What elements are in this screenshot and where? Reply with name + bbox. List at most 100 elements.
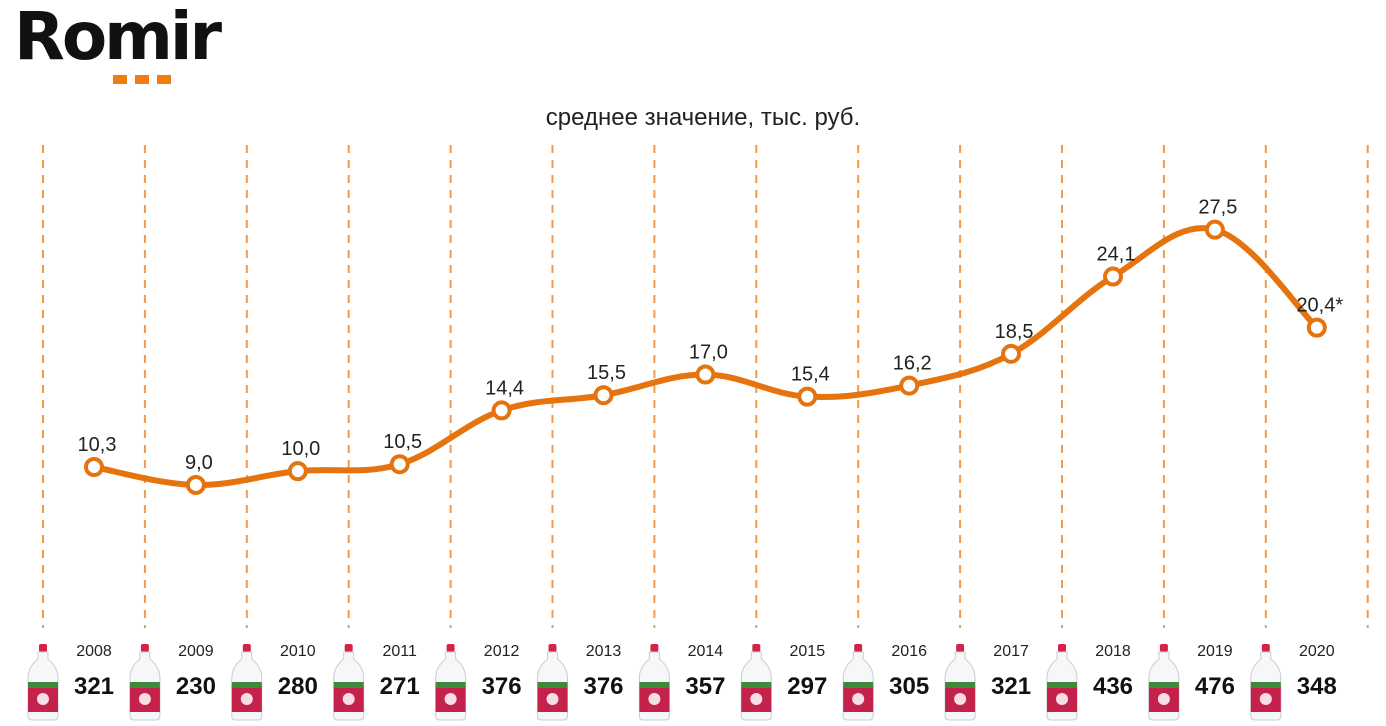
bottle-emblem [240, 693, 253, 705]
data-point [593, 385, 614, 406]
year-label: 2012 [484, 643, 520, 660]
bottle-leaf [639, 682, 670, 688]
bottle-cap [956, 644, 965, 652]
data-point [491, 400, 512, 421]
bottle-count: 230 [176, 673, 216, 700]
bottle-count: 271 [380, 673, 420, 700]
data-point [389, 454, 410, 475]
bottle-emblem [954, 693, 967, 705]
value-label: 14,4 [485, 377, 524, 399]
milk-bottle-icon [1046, 644, 1078, 721]
year-label: 2019 [1197, 643, 1233, 660]
bottle-leaf [333, 682, 364, 688]
value-label: 15,4 [791, 364, 830, 386]
bottle-count: 436 [1093, 673, 1133, 700]
logo-text: Romir [14, 0, 222, 75]
bottle-cap [650, 644, 659, 652]
data-point [899, 375, 920, 396]
bottle-cap [344, 644, 353, 652]
data-point [1001, 343, 1022, 364]
bottle-count: 280 [278, 673, 318, 700]
romir-logo: Romir [14, 0, 222, 84]
bottle-count: 297 [787, 673, 827, 700]
year-label: 2009 [178, 643, 214, 660]
milk-bottle-icon [638, 644, 670, 721]
year-label: 2020 [1299, 643, 1335, 660]
value-labels: 10,3 9,0 10,0 10,5 14,4 15,5 17,0 15,4 16,2 18,5 2… [78, 197, 1344, 474]
year-label: 2010 [280, 643, 316, 660]
data-point [695, 364, 716, 385]
milk-bottle-icon [740, 644, 772, 721]
bottle-cap [1058, 644, 1066, 652]
year-label: 2017 [993, 643, 1029, 660]
bottle-cap [140, 644, 149, 652]
bottle-cap [548, 644, 557, 652]
year-label: 2014 [688, 643, 724, 660]
bottle-leaf [129, 682, 160, 688]
bottle-leaf [945, 682, 976, 688]
year-label: 2011 [382, 643, 417, 660]
bottle-leaf [1047, 682, 1077, 688]
bottle-count: 357 [685, 673, 725, 700]
bottle-cap [854, 644, 863, 652]
data-point-markers [84, 219, 1327, 495]
bottle-leaf [1250, 682, 1281, 688]
bottle-leaf [231, 682, 262, 688]
year-label: 2015 [790, 643, 826, 660]
value-label: 18,5 [995, 321, 1034, 343]
value-label: 10,5 [383, 431, 422, 453]
data-point [84, 457, 104, 477]
logo-dots [113, 71, 179, 89]
value-label: 10,0 [281, 438, 320, 460]
bottle-count: 305 [889, 673, 929, 700]
bottle-leaf [741, 682, 772, 688]
bottle-leaf [435, 682, 466, 688]
milk-bottle-icon [435, 644, 467, 721]
year-label: 2018 [1095, 643, 1131, 660]
year-label: 2013 [586, 643, 622, 660]
bottle-emblem [1157, 693, 1170, 705]
bottle-count: 476 [1195, 673, 1235, 700]
bottle-cap [752, 644, 761, 652]
value-label: 20,4* [1296, 295, 1343, 317]
bottle-cap [1159, 644, 1168, 652]
bottle-emblem [444, 693, 457, 705]
milk-bottle-icon [537, 644, 568, 721]
bottle-cap [446, 644, 455, 652]
bottle-cap [242, 644, 251, 652]
value-label: 15,5 [587, 362, 626, 384]
bottle-emblem [852, 693, 865, 705]
bottle-leaf [1148, 682, 1179, 688]
year-labels: 2008 2009 2010 2011 2012 2013 2014 2015 2016 2017… [76, 643, 1334, 660]
bottle-count: 376 [583, 673, 623, 700]
data-point [185, 474, 206, 495]
data-point [1306, 317, 1327, 338]
milk-bottle-icon [333, 644, 365, 721]
logo-dot [113, 75, 127, 84]
bottle-leaf [28, 682, 58, 688]
divider-lines [42, 145, 1369, 628]
bottle-count: 321 [74, 673, 114, 700]
value-label: 9,0 [185, 452, 213, 474]
logo-dot [157, 75, 171, 84]
bottle-cap [39, 644, 47, 652]
year-label: 2016 [891, 643, 927, 660]
logo-dot [135, 75, 149, 84]
year-label: 2008 [76, 643, 112, 660]
milk-bottle-icon [1148, 644, 1180, 721]
value-label: 17,0 [689, 342, 728, 364]
bottle-cap [1261, 644, 1270, 652]
bottle-counts: 321 230 280 271 376 376 357 297 305 321 436 476 348 [74, 673, 1337, 700]
bottle-emblem [546, 693, 559, 705]
bottle-emblem [750, 693, 763, 705]
milk-bottle-icon [944, 644, 976, 721]
milk-bottle-icon [27, 644, 59, 721]
bottle-count: 376 [482, 673, 522, 700]
milk-bottle-icon [129, 644, 161, 721]
bottle-emblem [1056, 693, 1068, 705]
bottle-count: 348 [1297, 673, 1337, 700]
chart-subtitle: среднее значение, тыс. руб. [545, 104, 861, 131]
bottle-emblem [648, 693, 661, 705]
data-point [287, 461, 308, 482]
